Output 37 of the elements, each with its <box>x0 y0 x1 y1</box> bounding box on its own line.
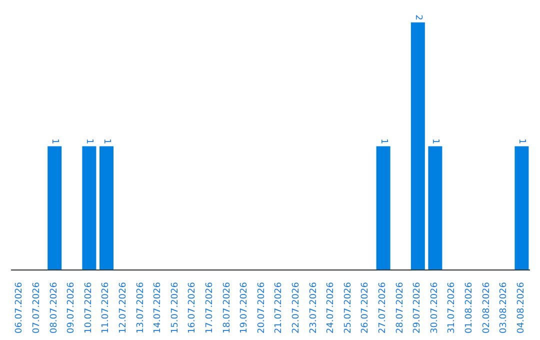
data-label: 1 <box>378 138 388 144</box>
x-tick-label: 08.07.2026 <box>49 282 60 334</box>
x-tick-label: 13.07.2026 <box>136 282 146 334</box>
x-tick-label: 26.07.2026 <box>360 282 371 334</box>
data-label: 1 <box>50 138 60 144</box>
x-tick-label: 09.07.2026 <box>66 282 77 334</box>
x-tick-label: 28.07.2026 <box>395 282 406 334</box>
data-label: 1 <box>84 138 94 144</box>
x-tick-label: 20.07.2026 <box>256 282 267 334</box>
x-tick-label: 23.07.2026 <box>308 282 319 334</box>
x-tick-label: 15.07.2026 <box>170 282 180 334</box>
x-tick-label: 19.07.2026 <box>240 282 250 334</box>
x-tick-label: 16.07.2026 <box>188 282 198 334</box>
x-tick-label: 10.07.2026 <box>84 282 94 334</box>
x-tick-label: 11.07.2026 <box>101 282 112 334</box>
x-tick-label: 22.07.2026 <box>291 282 302 334</box>
x-tick-label: 03.08.2026 <box>499 282 510 334</box>
x-tick-label: 25.07.2026 <box>343 282 354 334</box>
x-tick-label: 07.07.2026 <box>32 282 42 334</box>
data-label: 1 <box>516 138 527 144</box>
x-tick-label: 21.07.2026 <box>274 282 284 334</box>
x-tick-label: 30.07.2026 <box>430 282 440 334</box>
x-tick-label: 12.07.2026 <box>118 282 128 334</box>
data-label: 1 <box>102 138 112 144</box>
x-tick-label: 04.08.2026 <box>516 282 526 334</box>
x-tick-label: 27.07.2026 <box>378 282 388 334</box>
x-tick-label: 01.08.2026 <box>464 282 474 334</box>
x-tick-label: 14.07.2026 <box>153 282 164 334</box>
data-label: 1 <box>430 138 440 144</box>
x-tick-label: 24.07.2026 <box>326 282 336 334</box>
x-tick-label: 06.07.2026 <box>14 282 25 334</box>
x-tick-label: 31.07.2026 <box>447 282 458 334</box>
data-label: 2 <box>412 14 423 20</box>
x-tick-label: 29.07.2026 <box>412 282 423 334</box>
x-tick-label: 17.07.2026 <box>204 282 215 334</box>
x-tick-label: 18.07.2026 <box>222 282 232 334</box>
x-tick-label: 02.08.2026 <box>482 282 492 334</box>
